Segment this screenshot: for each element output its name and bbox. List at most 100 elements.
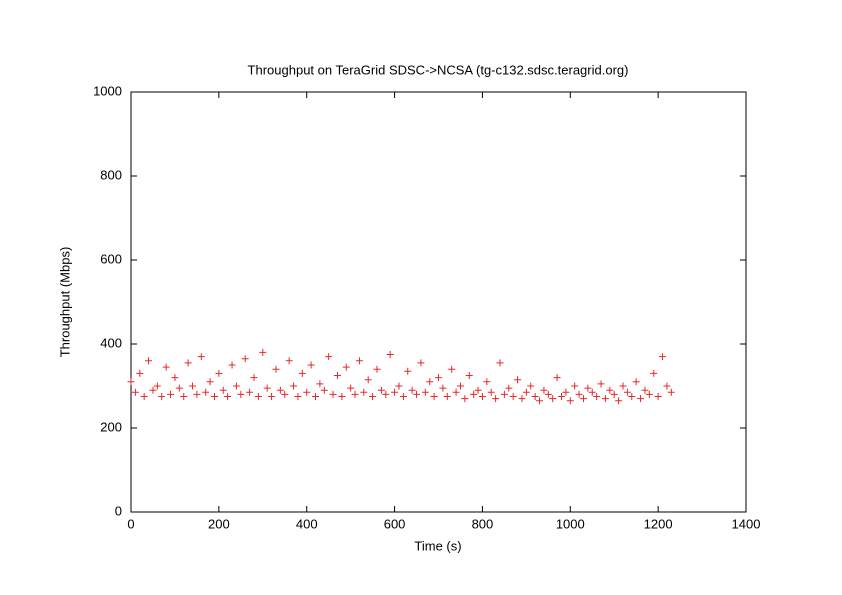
data-point <box>478 393 486 400</box>
data-point <box>667 388 675 396</box>
data-point <box>246 388 254 396</box>
y-tick-label: 600 <box>100 251 122 266</box>
data-point <box>566 397 574 405</box>
data-point <box>149 386 157 394</box>
data-point <box>333 372 341 379</box>
data-point <box>197 353 205 361</box>
data-point <box>250 374 258 382</box>
data-point <box>158 393 166 400</box>
data-point <box>492 395 500 403</box>
data-point <box>285 357 293 365</box>
data-point <box>584 384 592 392</box>
data-point <box>452 388 460 396</box>
data-point <box>320 386 328 394</box>
data-point <box>593 393 601 400</box>
data-point <box>162 363 170 371</box>
data-point <box>342 363 350 371</box>
data-point <box>549 395 557 403</box>
data-point <box>145 357 153 365</box>
data-point <box>373 365 381 373</box>
data-point <box>272 365 280 373</box>
data-point <box>338 393 346 400</box>
data-point <box>527 382 535 390</box>
data-point <box>329 390 337 398</box>
data-point <box>483 378 491 386</box>
data-point <box>514 376 522 384</box>
data-point <box>413 390 421 398</box>
data-point <box>417 359 425 367</box>
data-point <box>505 384 513 392</box>
plot-frame <box>130 91 747 513</box>
y-tick-label: 0 <box>115 503 122 518</box>
data-point <box>268 393 276 400</box>
data-point <box>448 365 456 373</box>
data-point <box>316 380 324 388</box>
y-tick-label: 1000 <box>93 83 122 98</box>
data-point <box>650 369 658 377</box>
data-point <box>540 386 548 394</box>
data-point <box>303 388 311 396</box>
data-point <box>206 378 214 386</box>
data-point <box>259 348 267 356</box>
data-point <box>347 384 355 392</box>
x-tick-label: 400 <box>296 516 318 531</box>
data-point <box>404 367 412 375</box>
data-point <box>641 386 649 394</box>
data-point <box>237 390 245 398</box>
data-point <box>518 395 526 403</box>
data-point <box>290 382 298 390</box>
data-point <box>307 361 315 369</box>
data-point <box>558 393 565 400</box>
data-point <box>171 374 179 382</box>
data-point <box>654 393 662 400</box>
data-point <box>167 390 175 398</box>
data-point <box>562 388 570 396</box>
data-point <box>637 395 645 403</box>
x-tick-label: 1200 <box>644 516 673 531</box>
data-point <box>553 374 561 382</box>
data-point <box>623 388 631 396</box>
data-point <box>395 382 403 390</box>
x-tick-label: 800 <box>472 516 494 531</box>
data-point <box>391 388 399 396</box>
data-point <box>153 382 161 390</box>
data-point <box>241 355 249 363</box>
data-point <box>421 388 429 396</box>
data-point <box>219 386 227 394</box>
data-point <box>254 393 262 400</box>
data-point <box>408 386 416 394</box>
data-point <box>439 384 447 392</box>
data-point <box>140 393 148 400</box>
data-point <box>443 393 451 400</box>
data-point <box>215 369 223 377</box>
data-point <box>645 390 653 398</box>
x-tick-label: 0 <box>127 516 134 531</box>
data-point <box>579 395 587 403</box>
data-point <box>210 393 218 400</box>
data-point <box>632 378 640 386</box>
data-point <box>601 395 609 403</box>
data-point <box>426 378 434 386</box>
data-point <box>232 382 240 390</box>
x-tick-label: 200 <box>208 516 230 531</box>
data-point <box>382 390 390 398</box>
data-point <box>435 374 442 382</box>
data-point <box>281 390 289 398</box>
x-tick-label: 1000 <box>556 516 585 531</box>
data-point <box>175 384 183 392</box>
x-tick-label: 600 <box>384 516 406 531</box>
data-point <box>536 397 544 405</box>
data-point <box>531 393 539 400</box>
data-point <box>180 393 188 400</box>
data-point <box>663 382 671 390</box>
data-point <box>487 388 495 396</box>
data-point <box>298 369 306 377</box>
data-point <box>597 380 605 388</box>
data-point <box>456 382 464 390</box>
x-axis-label: Time (s) <box>414 538 461 553</box>
data-point <box>571 382 579 390</box>
data-point <box>325 353 333 361</box>
y-tick-label: 800 <box>100 167 122 182</box>
data-point <box>575 390 583 398</box>
